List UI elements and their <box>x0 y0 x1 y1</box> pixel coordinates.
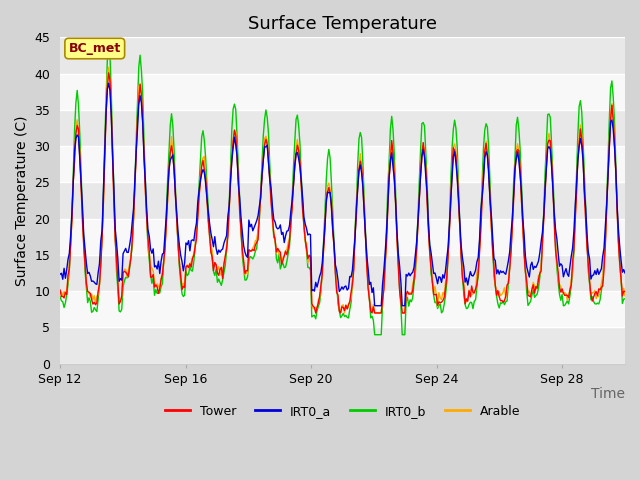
Bar <box>60 37 625 73</box>
Text: BC_met: BC_met <box>68 42 121 55</box>
Y-axis label: Surface Temperature (C): Surface Temperature (C) <box>15 115 29 286</box>
Bar <box>60 146 625 182</box>
Title: Surface Temperature: Surface Temperature <box>248 15 437 33</box>
Tower <box>387 160 394 166</box>
IRT0_b <box>371 332 378 337</box>
IRT0_b <box>577 98 584 104</box>
IRT0_a <box>56 271 64 277</box>
Arable <box>100 201 108 207</box>
Tower <box>105 70 113 76</box>
IRT0_b <box>621 296 629 301</box>
Bar <box>60 110 625 146</box>
IRT0_a <box>387 157 394 163</box>
Arable <box>105 64 113 70</box>
Bar <box>60 255 625 291</box>
Tower <box>312 310 319 316</box>
Arable <box>56 290 64 296</box>
IRT0_a <box>451 149 458 155</box>
IRT0_a <box>621 270 629 276</box>
Tower <box>494 288 502 293</box>
IRT0_b <box>105 45 113 50</box>
IRT0_b <box>387 126 394 132</box>
IRT0_b <box>494 301 502 307</box>
IRT0_b <box>451 117 458 123</box>
Arable <box>451 141 458 147</box>
Line: IRT0_b: IRT0_b <box>60 48 625 335</box>
IRT0_a <box>506 249 513 255</box>
IRT0_a <box>105 81 113 86</box>
IRT0_a <box>371 303 378 309</box>
Line: IRT0_a: IRT0_a <box>60 84 625 306</box>
Tower <box>100 199 108 205</box>
Bar <box>60 182 625 219</box>
Tower <box>621 288 629 294</box>
IRT0_b <box>506 264 513 270</box>
Arable <box>621 293 629 299</box>
Arable <box>340 310 348 316</box>
IRT0_b <box>56 294 64 300</box>
Bar <box>60 73 625 110</box>
Tower <box>506 266 513 272</box>
Line: Arable: Arable <box>60 67 625 313</box>
Tower <box>577 126 584 132</box>
Arable <box>577 122 584 128</box>
Legend: Tower, IRT0_a, IRT0_b, Arable: Tower, IRT0_a, IRT0_b, Arable <box>160 400 525 423</box>
Bar <box>60 327 625 364</box>
X-axis label: Time: Time <box>591 387 625 401</box>
Bar <box>60 219 625 255</box>
Tower <box>56 287 64 293</box>
Bar <box>60 291 625 327</box>
IRT0_a <box>100 188 108 193</box>
IRT0_b <box>100 189 108 195</box>
Arable <box>387 148 394 154</box>
Tower <box>451 147 458 153</box>
Arable <box>494 293 502 299</box>
Arable <box>506 263 513 268</box>
IRT0_a <box>494 267 502 273</box>
IRT0_a <box>577 135 584 141</box>
Line: Tower: Tower <box>60 73 625 313</box>
